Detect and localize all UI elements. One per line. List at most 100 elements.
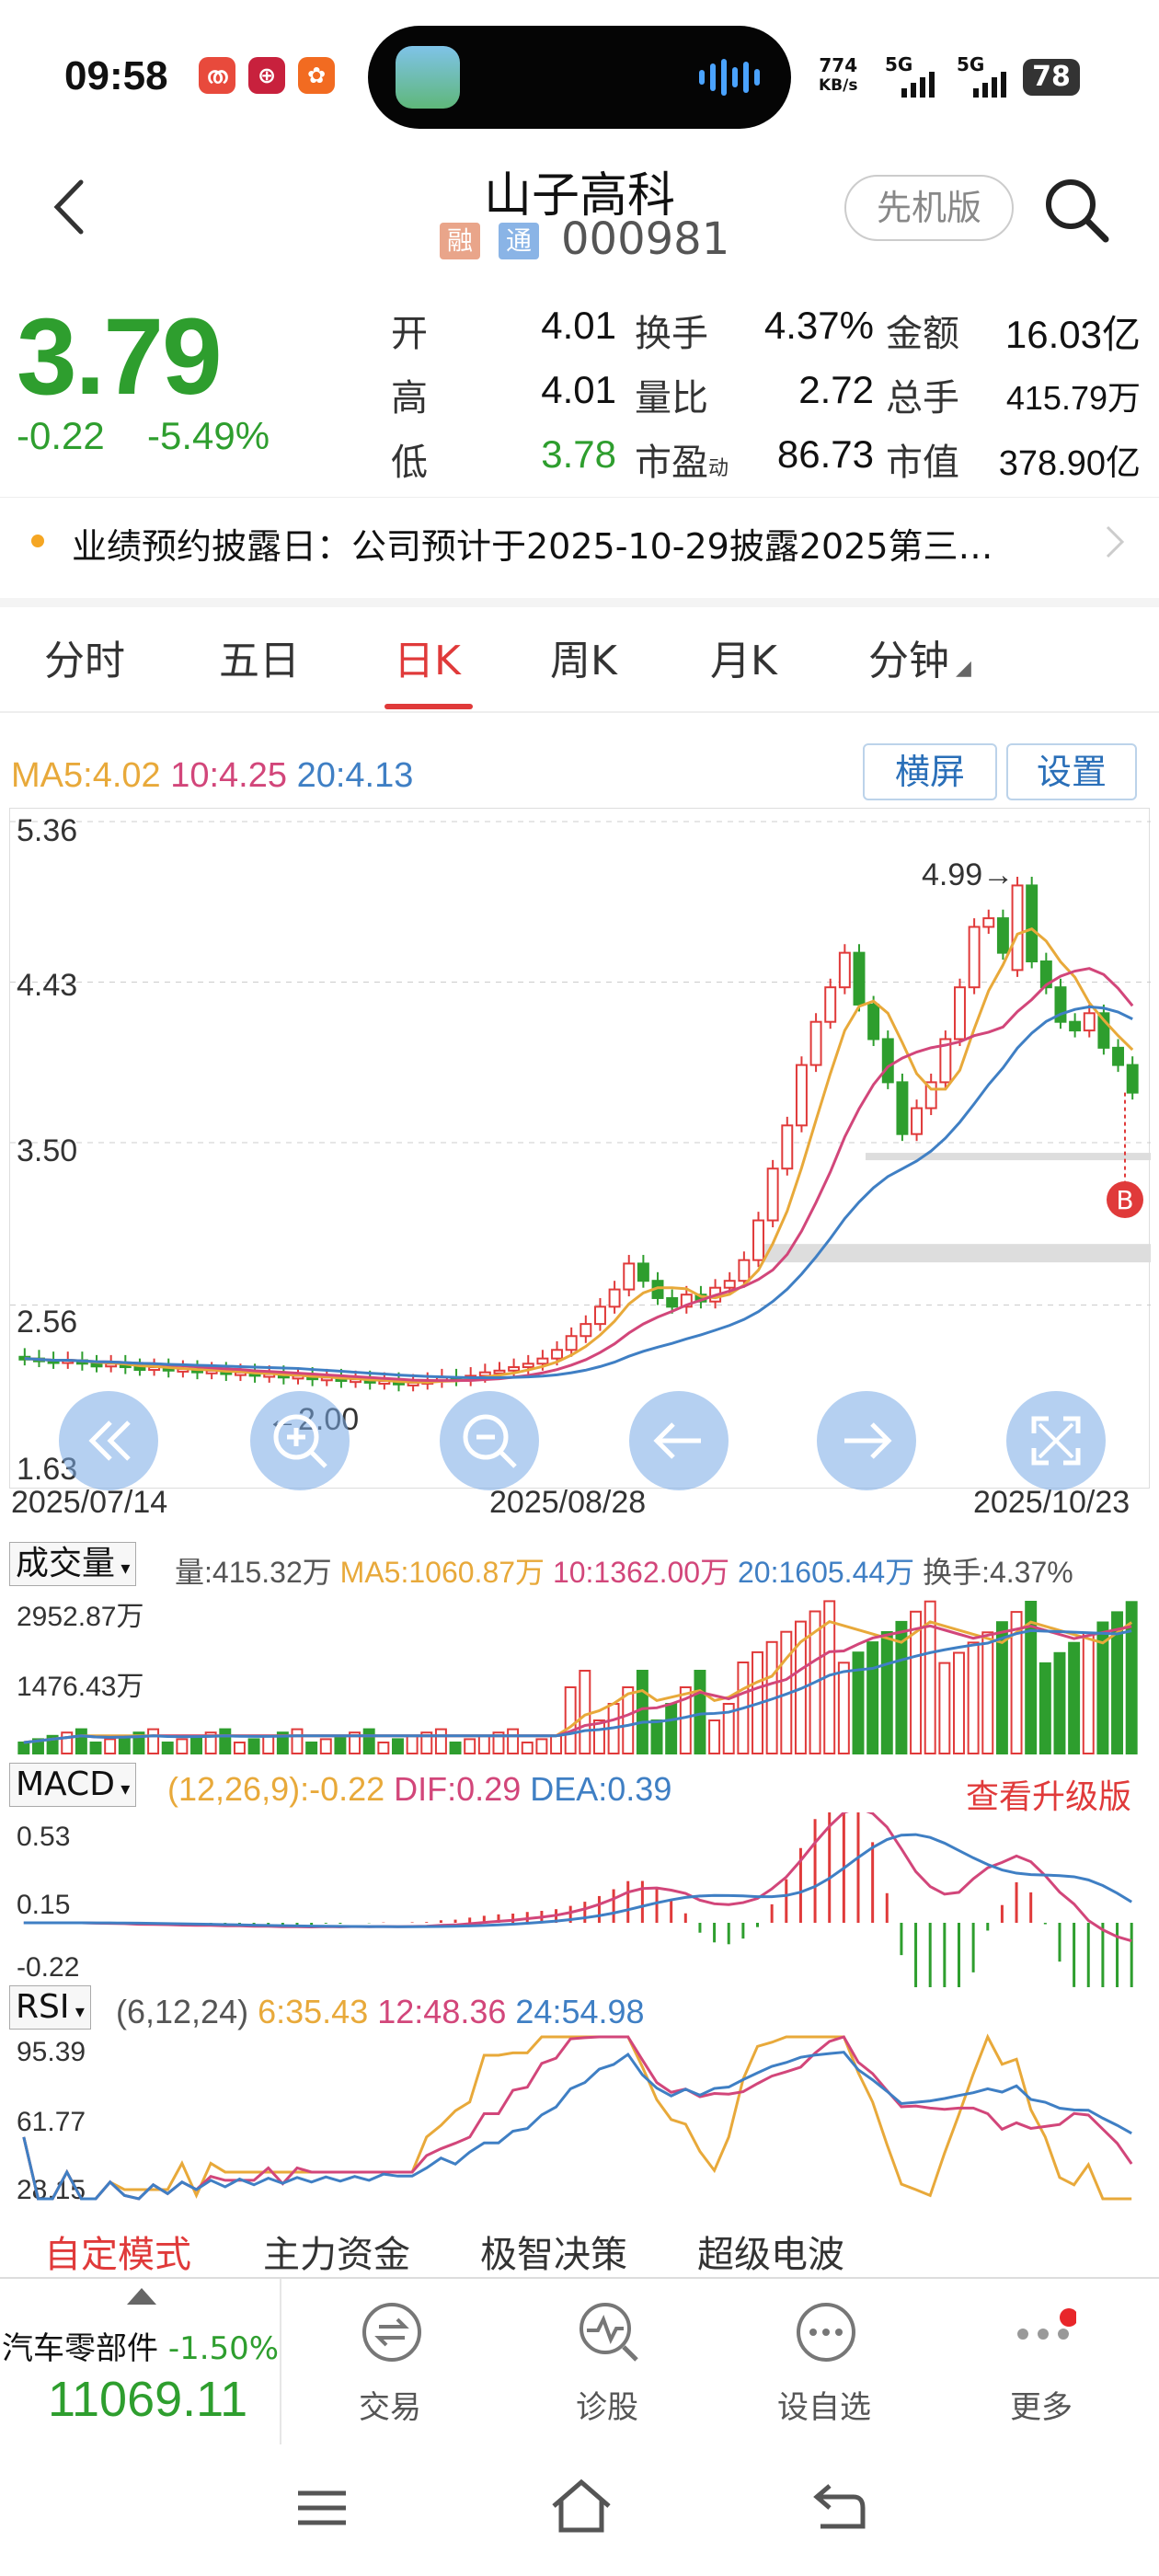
y-tick-3: 3.50 bbox=[17, 1133, 78, 1168]
notice-text: 业绩预约披露日：公司预计于2025-10-29披露2025第三… bbox=[72, 526, 993, 567]
tab-monthly-k[interactable]: 月K bbox=[710, 638, 777, 684]
candle-body bbox=[637, 1262, 649, 1282]
date-end: 2025/10/23 bbox=[973, 1485, 1130, 1520]
tab-super-wave[interactable]: 超级电波 bbox=[697, 2234, 844, 2276]
candle-body bbox=[623, 1262, 636, 1291]
volume-y-tick-2: 1476.43万 bbox=[17, 1672, 144, 1702]
tab-custom-mode[interactable]: 自定模式 bbox=[44, 2234, 191, 2276]
volume-bar bbox=[708, 1719, 721, 1754]
volume-bar bbox=[204, 1731, 217, 1754]
system-nav-bar bbox=[0, 2447, 1159, 2576]
tab-five-day[interactable]: 五日 bbox=[219, 638, 300, 684]
volume-bar bbox=[477, 1734, 490, 1755]
candle-body bbox=[896, 1081, 909, 1135]
tab-weekly-k[interactable]: 周K bbox=[550, 638, 617, 684]
zoom-out-button[interactable] bbox=[440, 1391, 539, 1490]
rsi-indicator-select[interactable]: RSI ▾ bbox=[9, 1985, 91, 2030]
volume-bar bbox=[852, 1651, 865, 1754]
volume-bar bbox=[89, 1742, 102, 1754]
tab-smart-decision[interactable]: 极智决策 bbox=[480, 2234, 627, 2276]
candle-body bbox=[90, 1363, 103, 1368]
volume-bar bbox=[161, 1742, 174, 1754]
macd-indicator-select[interactable]: MACD ▾ bbox=[9, 1763, 137, 1807]
tab-daily-k[interactable]: 日K bbox=[394, 638, 461, 684]
ma5-label: MA5:4.02 bbox=[11, 756, 161, 795]
volume-bar bbox=[46, 1734, 59, 1755]
volume-indicator-select[interactable]: 成交量 ▾ bbox=[9, 1542, 137, 1586]
volume-bar bbox=[492, 1731, 505, 1754]
signal-bars-icon-2 bbox=[973, 70, 1019, 98]
candle-body bbox=[1011, 884, 1024, 972]
dock-diagnose-button[interactable]: 诊股 bbox=[499, 2279, 716, 2444]
kline-svg: B bbox=[10, 821, 1151, 1392]
home-icon[interactable] bbox=[548, 2475, 614, 2537]
volume-bar bbox=[1010, 1611, 1023, 1754]
dock-trade-button[interactable]: 交易 bbox=[281, 2279, 499, 2444]
candle-body bbox=[723, 1280, 736, 1289]
total-hands-value: 415.79万 bbox=[1005, 379, 1141, 417]
notice-dot-icon bbox=[31, 535, 44, 547]
zoom-in-button[interactable] bbox=[250, 1391, 350, 1490]
volume-bar bbox=[1082, 1631, 1095, 1754]
candle-body bbox=[580, 1323, 592, 1338]
candle-body bbox=[1112, 1046, 1125, 1066]
candle-body bbox=[924, 1081, 937, 1110]
triangle-up-icon bbox=[127, 2288, 156, 2305]
quote-panel: 3.79 -0.22 -5.49% 开 4.01 换手 4.37% 金额 16.… bbox=[0, 294, 1159, 497]
menu-icon[interactable] bbox=[293, 2478, 351, 2537]
candle-body bbox=[982, 917, 995, 928]
y-tick-1: 5.36 bbox=[17, 813, 78, 848]
candle-body bbox=[1026, 884, 1039, 963]
volume-bar bbox=[247, 1738, 260, 1754]
view-upgrade-link[interactable]: 查看升级版 bbox=[966, 1777, 1132, 1815]
back-arrow-icon[interactable] bbox=[46, 175, 92, 239]
scroll-left-button[interactable] bbox=[629, 1391, 729, 1490]
landscape-button[interactable]: 横屏 bbox=[863, 743, 997, 800]
dock-more-button[interactable]: 更多 bbox=[933, 2279, 1150, 2444]
volume-chart[interactable] bbox=[9, 1592, 1150, 1757]
macd-dif-line bbox=[23, 1812, 1132, 1943]
rsi-chart[interactable] bbox=[9, 2033, 1150, 2203]
rsi-legend: (6,12,24) 6:35.43 12:48.36 24:54.98 bbox=[116, 1993, 645, 2030]
macd-chart[interactable] bbox=[9, 1812, 1150, 1987]
battery-icon: 78 bbox=[1023, 59, 1080, 96]
dynamic-island[interactable] bbox=[368, 26, 791, 129]
candle-body bbox=[1069, 1020, 1082, 1032]
volume-bar bbox=[679, 1686, 692, 1754]
volume-bar bbox=[694, 1670, 706, 1754]
scroll-start-button[interactable] bbox=[59, 1391, 158, 1490]
candle-body bbox=[1083, 1012, 1096, 1032]
earnings-notice[interactable]: 业绩预约披露日：公司预计于2025-10-29披露2025第三… bbox=[0, 497, 1159, 584]
candle-body bbox=[738, 1259, 751, 1282]
kline-chart[interactable]: B bbox=[9, 808, 1151, 1489]
candle-body bbox=[795, 1064, 808, 1127]
chart-settings-button[interactable]: 设置 bbox=[1006, 743, 1137, 800]
fullscreen-button[interactable] bbox=[1006, 1391, 1106, 1490]
dock-add-watchlist-button[interactable]: 设自选 bbox=[716, 2279, 933, 2444]
candle-body bbox=[881, 1038, 894, 1084]
candle-body bbox=[1039, 960, 1052, 989]
scroll-right-button[interactable] bbox=[817, 1391, 916, 1490]
sector-index-box[interactable]: 汽车零部件 -1.50% 11069.11 bbox=[0, 2279, 281, 2444]
search-icon[interactable] bbox=[1039, 173, 1113, 247]
volume-bar bbox=[550, 1734, 563, 1755]
volume-bar bbox=[564, 1686, 577, 1754]
back-nav-icon[interactable] bbox=[809, 2477, 868, 2536]
volume-bar bbox=[31, 1738, 44, 1754]
volume-bar bbox=[233, 1742, 246, 1754]
market-cap-value: 378.90亿 bbox=[998, 444, 1141, 483]
tab-minute[interactable]: 分钟 ◢ bbox=[868, 638, 971, 684]
candle-body bbox=[867, 1003, 880, 1041]
volume-legend: 量:415.32万 MA5:1060.87万 10:1362.00万 20:16… bbox=[175, 1556, 1073, 1589]
volume-bar bbox=[636, 1670, 648, 1754]
tab-intraday[interactable]: 分时 bbox=[44, 638, 125, 684]
tab-main-capital[interactable]: 主力资金 bbox=[263, 2234, 410, 2276]
price-change: -0.22 bbox=[17, 414, 105, 457]
macd-dea-line bbox=[23, 1833, 1132, 1928]
volume-bar bbox=[17, 1742, 30, 1754]
pilot-version-button[interactable]: 先机版 bbox=[844, 175, 1014, 241]
candle-body bbox=[593, 1305, 606, 1326]
volume-bar bbox=[420, 1731, 433, 1754]
date-start: 2025/07/14 bbox=[11, 1485, 168, 1520]
volume-bar bbox=[392, 1738, 404, 1754]
